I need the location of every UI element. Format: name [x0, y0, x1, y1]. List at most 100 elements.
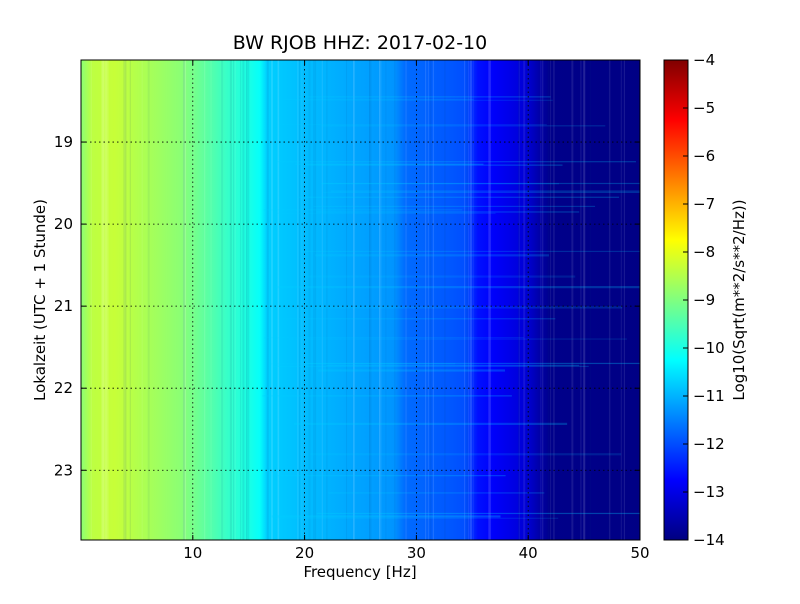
vertical-spectral-line [204, 60, 206, 540]
horizontal-noise-band [276, 286, 640, 289]
vertical-spectral-line [125, 60, 127, 540]
y-tick-label: 19 [54, 133, 73, 151]
colorbar-tick-label: −8 [693, 243, 715, 261]
vertical-spectral-line [233, 60, 235, 540]
horizontal-noise-band [283, 98, 474, 101]
vertical-spectral-line [321, 60, 323, 540]
vertical-spectral-line [488, 60, 491, 540]
vertical-spectral-line [299, 60, 300, 540]
x-tick-label: 20 [295, 544, 314, 562]
x-tick-label: 40 [519, 544, 538, 562]
horizontal-noise-band [323, 191, 640, 193]
vertical-spectral-line [245, 60, 247, 540]
x-tick-label: 50 [630, 544, 649, 562]
horizontal-noise-band [320, 125, 606, 127]
horizontal-noise-band [294, 163, 484, 165]
colorbar-tick-label: −5 [693, 99, 715, 117]
y-tick-label: 22 [54, 379, 73, 397]
vertical-spectral-line [430, 60, 432, 540]
vertical-spectral-line [620, 60, 622, 540]
colorbar-tick-label: −6 [693, 147, 715, 165]
vertical-spectral-line [147, 60, 150, 540]
vertical-spectral-line [266, 60, 269, 540]
horizontal-noise-band [326, 364, 580, 366]
colorbar: −4 −5 −6 −7 −8 −9 −10 −11 −12 −13 −14 [663, 51, 725, 549]
vertical-spectral-line [369, 60, 371, 540]
vertical-spectral-line [308, 60, 311, 540]
vertical-spectral-line [105, 60, 107, 540]
vertical-spectral-line [553, 60, 555, 540]
vertical-spectral-line [277, 60, 279, 540]
x-tick-label: 10 [183, 544, 202, 562]
horizontal-noise-band [321, 182, 640, 185]
y-tick-marks [81, 141, 640, 471]
vertical-spectral-line [104, 60, 106, 540]
colorbar-tick-label: −4 [693, 51, 715, 69]
vertical-spectral-line [297, 60, 299, 540]
vertical-spectral-line [183, 60, 186, 540]
horizontal-noise-band [271, 515, 501, 518]
horizontal-noise-band [297, 196, 620, 198]
vertical-spectral-line [379, 60, 381, 540]
y-tick-labels: 19 20 21 22 23 [54, 133, 73, 479]
vertical-spectral-line [102, 60, 104, 540]
colorbar-tick-label: −11 [693, 387, 725, 405]
vertical-spectral-line [542, 60, 544, 540]
horizontal-noise-band [296, 96, 551, 98]
horizontal-noise-band [294, 99, 553, 101]
horizontal-noise-band [313, 205, 596, 208]
vertical-spectral-line [489, 60, 491, 540]
vertical-spectral-line [379, 60, 382, 540]
vertical-spectral-line [301, 60, 303, 540]
vertical-spectral-line [242, 60, 245, 540]
vertical-spectral-line [90, 60, 92, 540]
vertical-spectral-line [234, 60, 236, 540]
vertical-spectral-line [315, 60, 317, 540]
vertical-spectral-line [101, 60, 104, 540]
horizontal-noise-band [263, 209, 463, 211]
vertical-spectral-line [589, 60, 591, 540]
y-axis-label: Lokalzeit (UTC + 1 Stunde) [31, 199, 49, 401]
vertical-spectral-line [353, 60, 355, 540]
horizontal-noise-band [279, 124, 547, 126]
vertical-spectral-line [470, 60, 473, 540]
vertical-spectral-line [583, 60, 586, 540]
spectral-lines [90, 60, 640, 540]
vertical-spectral-line [425, 60, 427, 540]
horizontal-noise-band [276, 161, 636, 163]
horizontal-noise-band [310, 453, 622, 456]
vertical-spectral-line [129, 60, 131, 540]
vertical-spectral-line [246, 60, 248, 540]
vertical-spectral-line [106, 60, 109, 540]
x-tick-label: 30 [407, 544, 426, 562]
y-tick-label: 23 [54, 461, 73, 479]
vertical-spectral-line [623, 60, 625, 540]
plot-frame [80, 59, 641, 541]
vertical-spectral-line [123, 60, 126, 540]
x-tick-marks [192, 60, 641, 540]
vertical-spectral-line [550, 60, 552, 540]
colorbar-tick-label: −7 [693, 195, 715, 213]
vertical-spectral-line [102, 60, 105, 540]
vertical-spectral-line [608, 60, 610, 540]
vertical-spectral-line [369, 60, 372, 540]
horizontal-noise-band [313, 306, 623, 309]
horizontal-noise-band [264, 337, 524, 339]
x-axis-label: Frequency [Hz] [303, 563, 416, 581]
horizontal-noise-band [275, 517, 559, 519]
vertical-spectral-line [352, 60, 355, 540]
horizontal-noise-band [293, 422, 568, 425]
vertical-spectral-line [278, 60, 280, 540]
horizontal-noise-band [300, 250, 640, 253]
horizontal-noise-band [316, 211, 580, 213]
colorbar-tick-label: −10 [693, 339, 725, 357]
x-tick-labels: 10 20 30 40 50 [183, 544, 649, 562]
y-tick-label: 20 [54, 215, 73, 233]
horizontal-noise-band [277, 212, 496, 214]
chart-title: BW RJOB HHZ: 2017-02-10 [233, 32, 487, 54]
vertical-spectral-line [466, 60, 468, 540]
colorbar-ticks [683, 59, 688, 541]
vertical-spectral-line [221, 60, 224, 540]
colorbar-tick-label: −14 [693, 531, 725, 549]
